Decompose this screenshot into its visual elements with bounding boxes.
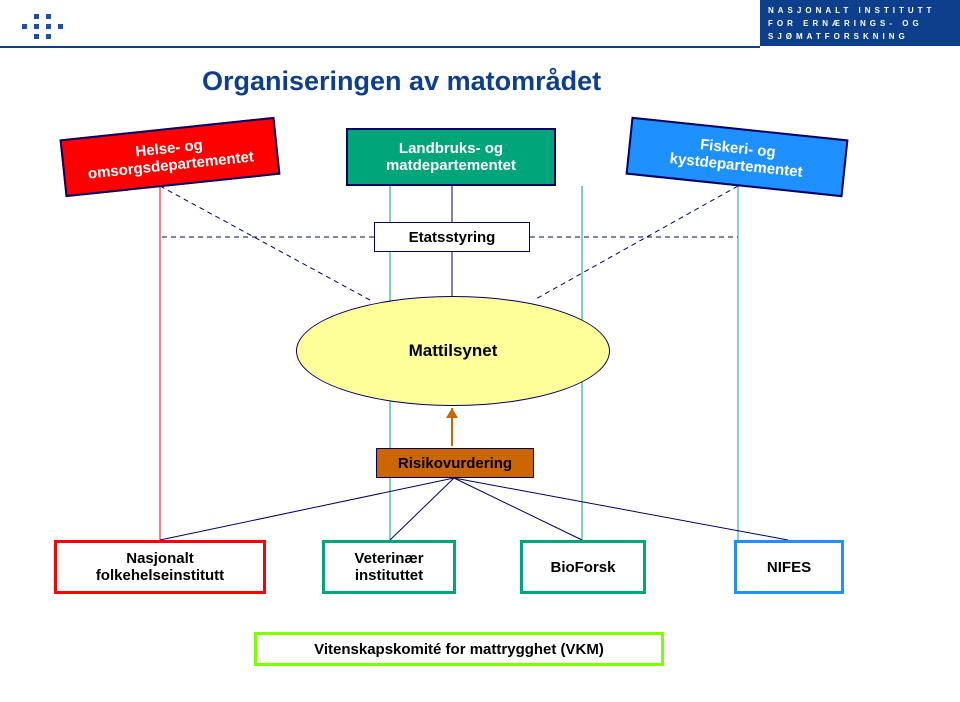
node-landbruk-label: Landbruks- og matdepartementet <box>386 140 516 174</box>
decorative-dots <box>22 14 82 46</box>
node-landbruk: Landbruks- og matdepartementet <box>346 128 556 186</box>
brand-line-3: SJØMATFORSKNING <box>768 30 960 43</box>
node-risikovurdering: Risikovurdering <box>376 448 534 478</box>
brand-line-2: FOR ERNÆRINGS- OG <box>768 17 960 30</box>
node-nifes-label: NIFES <box>767 559 811 576</box>
brand-block: NASJONALT INSTITUTT FOR ERNÆRINGS- OG SJ… <box>760 0 960 46</box>
node-vet-label: Veterinær instituttet <box>354 550 423 584</box>
node-nifes: NIFES <box>734 540 844 594</box>
node-mattilsynet-label: Mattilsynet <box>409 341 498 361</box>
node-vkm: Vitenskapskomité for mattrygghet (VKM) <box>254 632 664 666</box>
node-helse: Helse- og omsorgsdepartementet <box>60 117 281 197</box>
node-veterinaerinstituttet: Veterinær instituttet <box>322 540 456 594</box>
node-etat-label: Etatsstyring <box>409 229 496 246</box>
node-nasjonalt-folkehelseinstitutt: Nasjonalt folkehelseinstitutt <box>54 540 266 594</box>
node-bioforsk-label: BioForsk <box>550 559 615 576</box>
node-etatsstyring: Etatsstyring <box>374 222 530 252</box>
node-nfi-label: Nasjonalt folkehelseinstitutt <box>96 550 224 584</box>
page-title: Organiseringen av matområdet <box>202 66 601 97</box>
node-fiskeri-label: Fiskeri- og kystdepartementet <box>669 133 805 181</box>
node-vkm-label: Vitenskapskomité for mattrygghet (VKM) <box>314 641 604 658</box>
node-risiko-label: Risikovurdering <box>398 455 512 472</box>
brand-underline <box>0 46 760 48</box>
brand-line-1: NASJONALT INSTITUTT <box>768 4 960 17</box>
node-mattilsynet: Mattilsynet <box>296 296 610 406</box>
node-bioforsk: BioForsk <box>520 540 646 594</box>
diagram-stage: NASJONALT INSTITUTT FOR ERNÆRINGS- OG SJ… <box>0 0 960 702</box>
node-helse-label: Helse- og omsorgsdepartementet <box>63 129 277 185</box>
node-fiskeri: Fiskeri- og kystdepartementet <box>626 117 849 197</box>
